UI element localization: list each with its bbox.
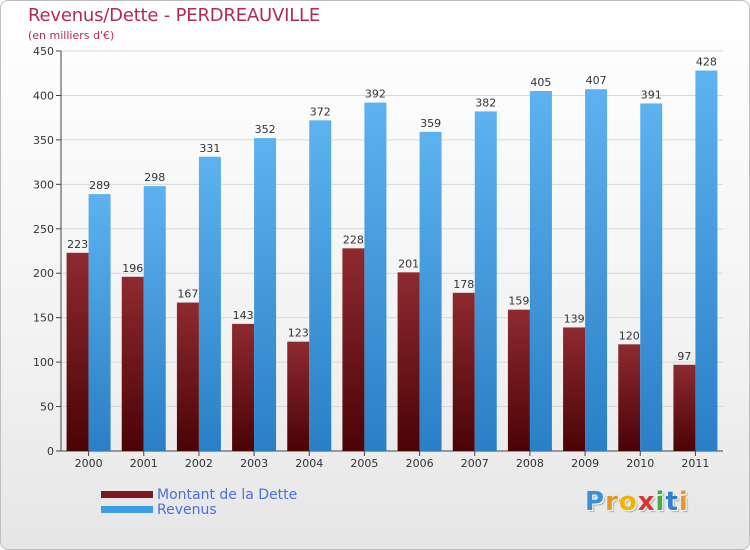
data-label: 228: [343, 233, 364, 246]
logo-letter: i: [655, 487, 666, 517]
legend-swatch-dette: [101, 491, 153, 498]
data-label: 289: [89, 179, 110, 192]
x-tick-label: 2002: [185, 457, 213, 470]
data-label: 159: [508, 295, 529, 308]
data-label: 405: [530, 76, 551, 89]
y-tick-label: 0: [47, 445, 54, 458]
bar-dette: [66, 252, 89, 451]
data-label: 167: [177, 288, 198, 301]
x-tick-label: 2008: [516, 457, 544, 470]
logo-letter: t: [665, 487, 679, 517]
bar-dette: [507, 309, 530, 451]
bar-dette: [176, 302, 199, 451]
data-label: 428: [696, 56, 717, 69]
bar-revenus: [309, 120, 332, 451]
bar-revenus: [198, 156, 221, 451]
chart-subtitle: (en milliers d'€): [28, 29, 115, 42]
legend-item-revenus: Revenus: [101, 501, 297, 518]
x-tick-label: 2009: [571, 457, 599, 470]
y-tick-label: 150: [33, 312, 54, 325]
data-label: 372: [310, 105, 331, 118]
x-tick-label: 2006: [406, 457, 434, 470]
x-tick-label: 2004: [295, 457, 323, 470]
bar-dette: [287, 341, 310, 451]
legend-swatch-revenus: [101, 506, 153, 513]
x-tick-label: 2000: [75, 457, 103, 470]
y-tick-label: 350: [33, 134, 54, 147]
bar-revenus: [364, 102, 387, 452]
x-tick-label: 2003: [240, 457, 268, 470]
legend-label-dette: Montant de la Dette: [157, 486, 298, 503]
bar-revenus: [474, 111, 497, 451]
x-tick-label: 2010: [626, 457, 654, 470]
y-tick-label: 300: [33, 178, 54, 191]
bar-dette: [618, 344, 641, 451]
data-label: 97: [677, 350, 691, 363]
data-label: 352: [255, 123, 276, 136]
data-label: 139: [564, 312, 585, 325]
data-label: 196: [122, 262, 143, 275]
x-tick-label: 2005: [350, 457, 378, 470]
y-tick-label: 100: [33, 356, 54, 369]
bar-revenus: [640, 103, 663, 451]
y-tick-label: 450: [33, 45, 54, 58]
bar-dette: [232, 323, 255, 451]
y-tick-label: 200: [33, 267, 54, 280]
logo-letter: x: [637, 487, 656, 517]
logo-letter: P: [585, 487, 606, 517]
data-label: 382: [475, 96, 496, 109]
bar-revenus: [695, 70, 718, 452]
data-label: 178: [453, 278, 474, 291]
bar-dette: [673, 364, 696, 451]
data-label: 201: [398, 257, 419, 270]
bar-dette: [397, 272, 420, 451]
bar-revenus: [88, 194, 111, 451]
legend: Montant de la Dette Revenus: [101, 486, 298, 518]
data-label: 392: [365, 88, 386, 101]
data-label: 407: [586, 74, 607, 87]
data-label: 223: [67, 238, 88, 251]
chart-title: Revenus/Dette - PERDREAUVILLE: [28, 5, 321, 26]
x-tick-label: 2007: [461, 457, 489, 470]
bar-revenus: [254, 138, 277, 451]
data-label: 331: [199, 142, 220, 155]
bar-revenus: [419, 131, 442, 451]
data-label: 391: [641, 88, 662, 101]
y-tick-label: 50: [40, 401, 54, 414]
data-label: 120: [619, 329, 640, 342]
data-label: 143: [233, 309, 254, 322]
x-tick-label: 2011: [681, 457, 709, 470]
logo-letter: i: [678, 487, 689, 517]
bar-revenus: [143, 186, 166, 451]
bar-revenus: [585, 89, 608, 451]
bar-dette: [121, 276, 144, 451]
logo-letter: r: [605, 487, 619, 517]
legend-item-dette: Montant de la Dette: [101, 486, 298, 503]
bar-dette: [342, 248, 365, 451]
data-label: 359: [420, 117, 441, 130]
bar-dette: [563, 327, 586, 451]
bar-revenus: [529, 91, 552, 451]
bar-dette: [452, 292, 475, 451]
y-tick-label: 250: [33, 223, 54, 236]
y-tick-label: 400: [33, 89, 54, 102]
data-label: 298: [144, 171, 165, 184]
x-tick-label: 2001: [130, 457, 158, 470]
data-label: 123: [288, 327, 309, 340]
proxiti-logo: Proxiti: [585, 487, 689, 517]
legend-label-revenus: Revenus: [157, 501, 217, 518]
logo-letter: o: [618, 487, 638, 517]
